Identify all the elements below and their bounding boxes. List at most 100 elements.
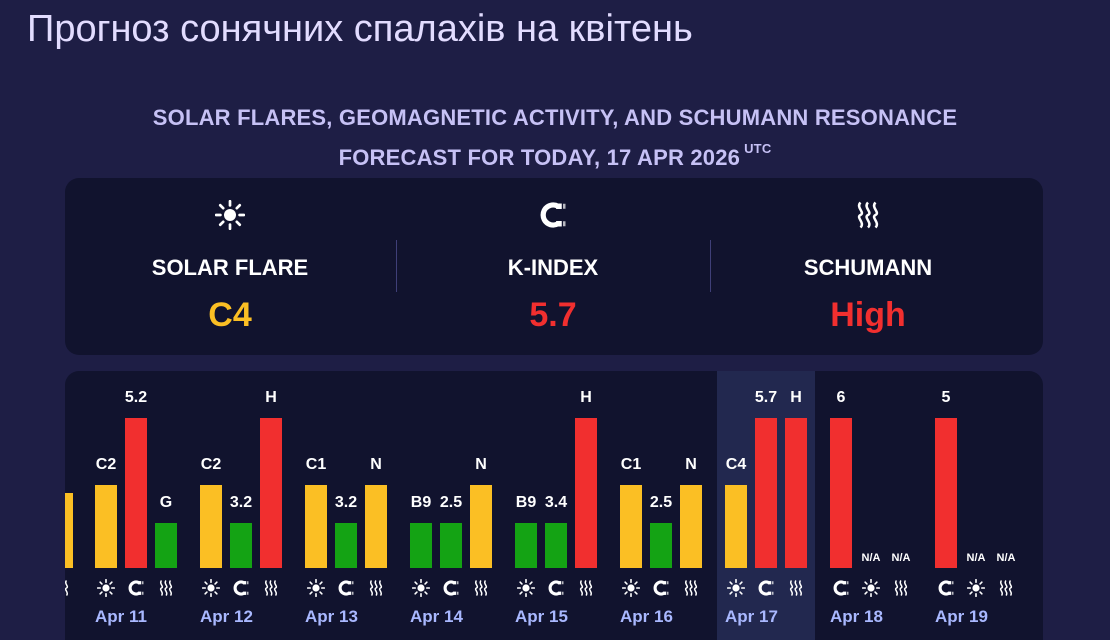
bar: [305, 485, 327, 568]
day-label: Apr 11: [95, 607, 147, 626]
day-label: Apr 14: [410, 607, 463, 626]
waves-icon: [890, 578, 912, 598]
today-summary-card: SOLAR FLARE C4 K-INDEX 5.7 SCHUMANN High: [65, 178, 1043, 355]
bar-value-label: N/A: [966, 552, 986, 564]
bar-value-label: N/A: [861, 552, 881, 564]
bar-value-label: 3.2: [334, 494, 358, 511]
bar-value-label: C4: [725, 456, 747, 473]
magnet-icon: [335, 578, 357, 598]
summary-solar-flare: SOLAR FLARE C4: [65, 178, 395, 355]
bar-value-label: H: [580, 389, 592, 406]
summary-value: High: [830, 296, 906, 334]
waves-icon: [65, 578, 73, 598]
sun-icon: [620, 578, 642, 598]
magnet-icon: [935, 578, 957, 598]
forecast-subheading: SOLAR FLARES, GEOMAGNETIC ACTIVITY, AND …: [0, 102, 1110, 173]
summary-label: SCHUMANN: [803, 255, 933, 280]
magnet-icon: [125, 578, 147, 598]
bar-value-label: H: [265, 389, 277, 406]
summary-value: C4: [208, 296, 252, 334]
bar: [470, 485, 492, 568]
bar: [650, 523, 672, 568]
page-title: Прогноз сонячних спалахів на квітень: [27, 8, 693, 50]
sun-icon: [965, 578, 987, 598]
bar: [545, 523, 567, 568]
summary-schumann: SCHUMANN High: [711, 178, 1025, 355]
bar-value-label: 3.2: [229, 494, 253, 511]
bar: [230, 523, 252, 568]
day-label: Apr 12: [200, 607, 253, 626]
bar-value-label: 2.5: [649, 494, 673, 511]
bar-value-label: B9: [410, 494, 432, 511]
bar-value-label: 6: [836, 389, 846, 406]
day-label: Apr 13: [305, 607, 358, 626]
magnet-icon: [650, 578, 672, 598]
bar: [785, 418, 807, 568]
day-label: Apr 18: [830, 607, 883, 626]
sun-icon: [725, 578, 747, 598]
summary-label: K-INDEX: [507, 255, 599, 280]
summary-divider: [396, 240, 397, 292]
bar: [155, 523, 177, 568]
bar-value-label: 5.7: [754, 389, 778, 406]
bar-value-label: 2.5: [439, 494, 463, 511]
bar: [260, 418, 282, 568]
bar: [680, 485, 702, 568]
waves-icon: [680, 578, 702, 598]
bar: [620, 485, 642, 568]
sun-icon: [860, 578, 882, 598]
sun-icon: [65, 200, 395, 230]
bar: [65, 493, 73, 568]
bar: [725, 485, 747, 568]
sun-icon: [305, 578, 327, 598]
bar-value-label: 5: [941, 389, 951, 406]
bar-value-label: C1: [305, 456, 327, 473]
magnet-icon: [230, 578, 252, 598]
waves-icon: [575, 578, 597, 598]
waves-icon: [260, 578, 282, 598]
summary-value: 5.7: [529, 296, 577, 334]
bar: [200, 485, 222, 568]
daily-forecast-timeline[interactable]: N C2 5.2 G Apr 11 C2 3.2 H Apr 12 C1 3.2 N Apr 13…: [65, 371, 1043, 640]
bar: [515, 523, 537, 568]
bar-value-label: 3.4: [544, 494, 568, 511]
bar-value-label: C2: [200, 456, 222, 473]
utc-label: UTC: [744, 141, 772, 156]
bar: [935, 418, 957, 568]
bar: [755, 418, 777, 568]
bar: [440, 523, 462, 568]
day-label: Apr 16: [620, 607, 673, 626]
waves-icon: [785, 578, 807, 598]
magnet-icon: [545, 578, 567, 598]
bar: [95, 485, 117, 568]
bar-value-label: N: [65, 464, 75, 482]
subheading-line-2: FORECAST FOR TODAY, 17 APR 2026 UTC: [0, 133, 1110, 173]
magnet-icon: [440, 578, 462, 598]
sun-icon: [95, 578, 117, 598]
magnet-icon: [830, 578, 852, 598]
bar: [365, 485, 387, 568]
bar-value-label: N: [370, 456, 382, 473]
sun-icon: [515, 578, 537, 598]
bar-value-label: C1: [620, 456, 642, 473]
sun-icon: [410, 578, 432, 598]
magnet-icon: [755, 578, 777, 598]
bar-value-label: N/A: [996, 552, 1016, 564]
bar: [830, 418, 852, 568]
day-label: Apr 15: [515, 607, 568, 626]
bar: [410, 523, 432, 568]
waves-icon: [711, 200, 1025, 230]
bar-value-label: G: [159, 494, 173, 511]
bar-value-label: B9: [515, 494, 537, 511]
bar-value-label: N/A: [891, 552, 911, 564]
summary-k-index: K-INDEX 5.7: [397, 178, 709, 355]
waves-icon: [470, 578, 492, 598]
day-label: Apr 17: [725, 607, 778, 626]
bar-value-label: H: [790, 389, 802, 406]
bar-value-label: N: [475, 456, 487, 473]
waves-icon: [155, 578, 177, 598]
summary-label: SOLAR FLARE: [151, 255, 309, 280]
bar: [575, 418, 597, 568]
subheading-date: FORECAST FOR TODAY, 17 APR 2026: [338, 145, 741, 170]
bar-value-label: N: [685, 456, 697, 473]
